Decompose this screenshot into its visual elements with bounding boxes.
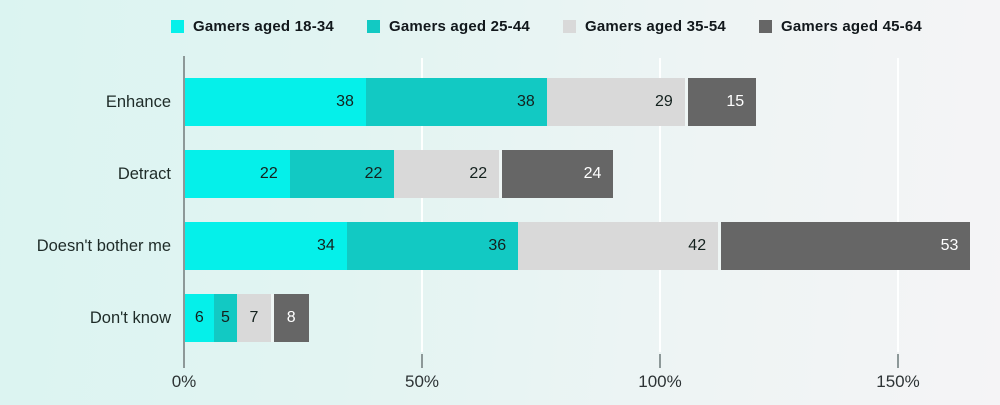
bar-segment: 42	[518, 222, 719, 270]
legend-label: Gamers aged 18-34	[193, 18, 334, 35]
legend-item: Gamers aged 35-54	[562, 18, 726, 35]
bar-value-label: 24	[583, 165, 602, 182]
legend-label: Gamers aged 35-54	[584, 18, 726, 35]
bar-segment: 22	[289, 150, 395, 198]
bar-segment: 15	[684, 78, 757, 126]
bar-value-label: 15	[726, 93, 745, 110]
bar-value-label: 34	[317, 237, 335, 254]
bar-segment: 29	[546, 78, 685, 126]
legend-swatch-icon	[562, 20, 576, 33]
bar-value-label: 8	[286, 309, 296, 326]
bar-segment: 7	[237, 294, 271, 342]
bar-segment: 22	[185, 150, 290, 198]
bar: 22 22 22 24	[185, 150, 614, 198]
axis-tick-label: 50%	[404, 372, 440, 391]
bar-segment: 53	[718, 222, 971, 270]
bar-value-label: 38	[336, 93, 354, 110]
bar-segment: 6	[185, 294, 214, 342]
bar-value-label: 36	[488, 237, 507, 254]
bar-value-label: 42	[688, 237, 707, 254]
legend-swatch-icon	[171, 20, 184, 33]
category-row: Enhance 38 38 29 15	[0, 66, 1000, 138]
bar: 38 38 29 15	[185, 78, 757, 126]
category-label: Don't know	[89, 308, 171, 327]
bar-segment: 24	[499, 150, 614, 198]
gridline	[421, 58, 423, 352]
legend-label: Gamers aged 25-44	[388, 18, 530, 35]
bar-segment: 36	[346, 222, 519, 270]
bar-value-label: 22	[469, 165, 488, 182]
bar-segment: 8	[270, 294, 309, 342]
legend-item: Gamers aged 18-34	[171, 18, 334, 35]
axis-tick-label: 150%	[876, 372, 920, 391]
bar-value-label: 53	[940, 237, 959, 254]
legend-item: Gamers aged 45-64	[758, 18, 922, 35]
axis-tick	[183, 354, 185, 368]
bar-value-label: 5	[220, 309, 230, 326]
bar-value-label: 29	[654, 93, 673, 110]
category-row: Doesn't bother me 34 36 42 53	[0, 210, 1000, 282]
bar-segment: 34	[185, 222, 347, 270]
axis-tick	[897, 354, 899, 368]
legend-item: Gamers aged 25-44	[366, 18, 530, 35]
gridline	[659, 58, 661, 352]
category-label: Enhance	[105, 92, 171, 111]
bar-value-label: 22	[364, 165, 383, 182]
bar-value-label: 6	[194, 309, 204, 326]
bar-rows: Enhance 38 38 29 15 Detract 22 22 22 24 Doesn't bo…	[0, 66, 1000, 354]
bar-value-label: 22	[259, 165, 278, 182]
axis-tick	[421, 354, 423, 368]
bar-segment: 22	[394, 150, 500, 198]
bar-segment: 38	[365, 78, 547, 126]
axis-tick-label: 100%	[638, 372, 682, 391]
bar-value-label: 38	[516, 93, 535, 110]
axis-line	[183, 56, 185, 368]
bar-value-label: 7	[249, 309, 259, 326]
category-row: Don't know 6 5 7 8	[0, 282, 1000, 354]
legend-swatch-icon	[366, 20, 380, 33]
legend-swatch-icon	[758, 20, 772, 33]
bar-segment: 5	[213, 294, 238, 342]
legend: Gamers aged 18-34 Gamers aged 25-44 Gamers…	[171, 18, 922, 35]
axis-tick-label: 0%	[171, 372, 197, 391]
category-label: Doesn't bother me	[36, 236, 171, 255]
axis-tick	[659, 354, 661, 368]
bar-segment: 38	[185, 78, 366, 126]
category-label: Detract	[117, 164, 171, 183]
category-row: Detract 22 22 22 24	[0, 138, 1000, 210]
legend-label: Gamers aged 45-64	[780, 18, 922, 35]
bar: 34 36 42 53	[185, 222, 971, 270]
gridline	[897, 58, 899, 352]
